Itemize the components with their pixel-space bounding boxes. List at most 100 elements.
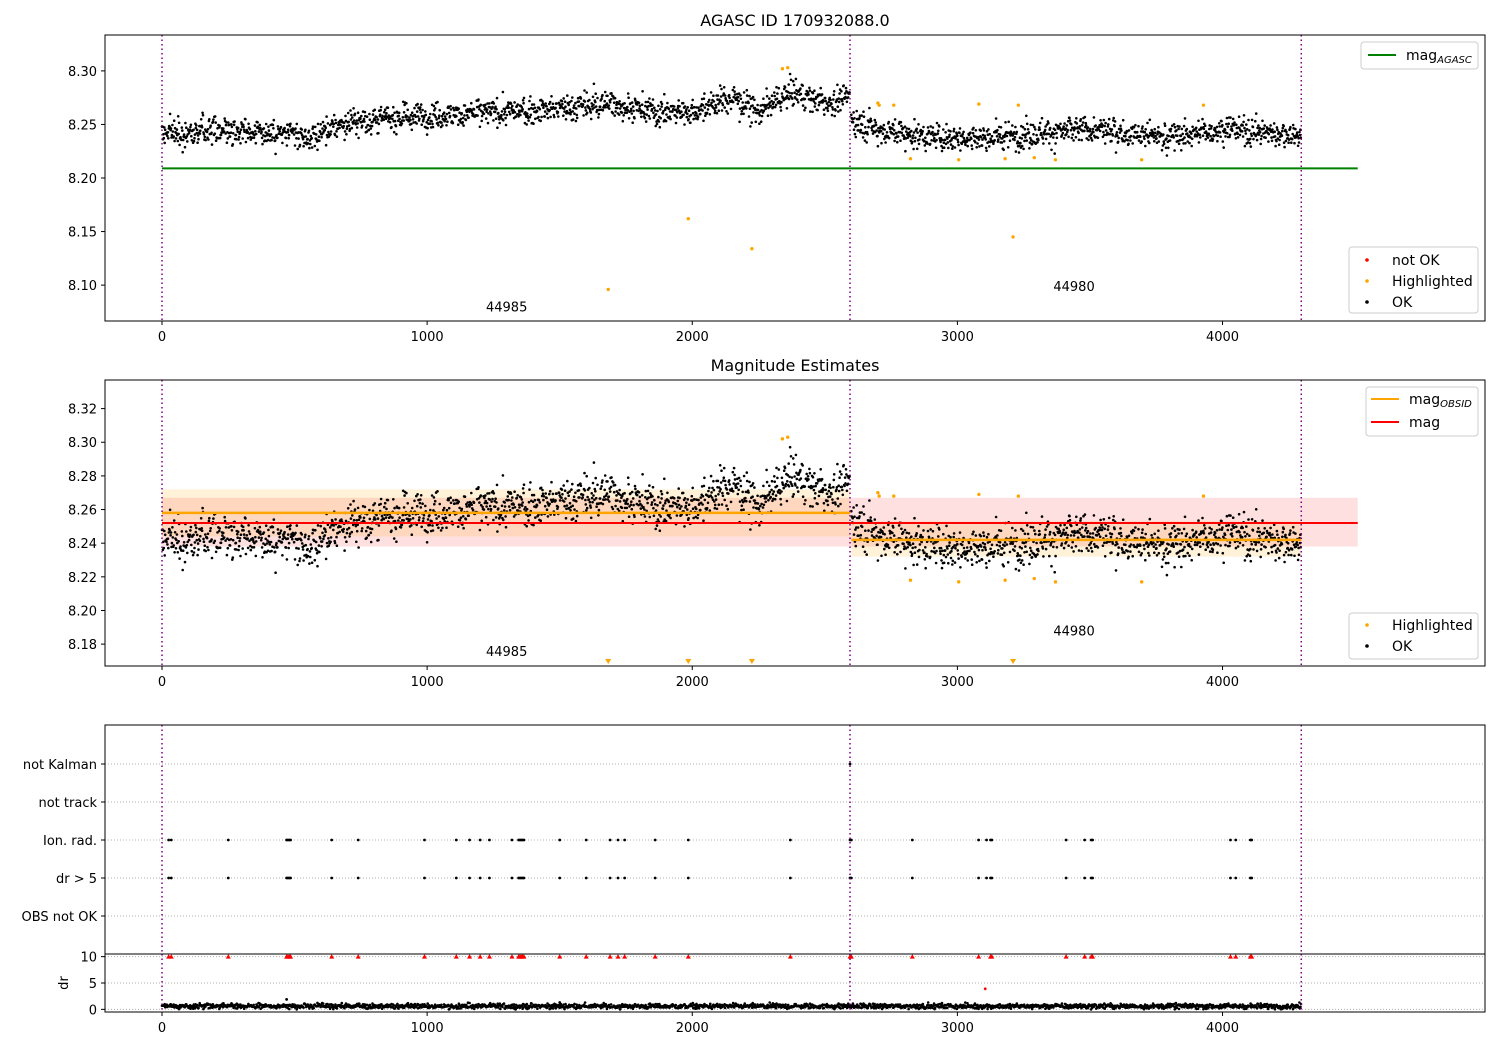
magnitude-ok-point xyxy=(1062,528,1065,532)
magnitude-ok-point xyxy=(1173,565,1176,569)
magnitude-ok-point xyxy=(659,490,663,493)
agasc-ok-point xyxy=(979,129,982,132)
agasc-ok-point xyxy=(776,92,779,95)
agasc-ok-point xyxy=(1272,122,1276,125)
agasc-ok-point xyxy=(192,128,195,132)
magnitude-ok-point xyxy=(905,531,909,535)
magnitude-ok-point xyxy=(502,509,506,512)
agasc-ok-point xyxy=(266,138,270,142)
agasc-ok-point xyxy=(598,105,602,108)
magnitude-ok-point xyxy=(996,552,1000,555)
agasc-ok-point xyxy=(391,117,394,121)
agasc-ok-point xyxy=(603,90,607,94)
agasc-ok-point xyxy=(471,112,475,116)
agasc-ok-point xyxy=(175,128,179,131)
agasc-ok-point xyxy=(478,108,481,111)
magnitude-ok-point xyxy=(557,491,561,495)
magnitude-ok-point xyxy=(529,481,532,484)
agasc-ok-point xyxy=(196,141,199,144)
magnitude-ok-point xyxy=(200,527,203,530)
magnitude-ok-point xyxy=(188,535,191,539)
agasc-ok-point xyxy=(461,121,465,124)
magnitude-ok-point xyxy=(571,517,575,520)
agasc-ok-point xyxy=(832,98,835,101)
agasc-ok-point xyxy=(750,121,753,124)
magnitude-ok-point xyxy=(264,524,268,527)
agasc-ok-point xyxy=(1036,141,1039,144)
agasc-ok-point xyxy=(451,121,455,125)
magnitude-ok-point xyxy=(772,490,776,493)
agasc-ok-point xyxy=(611,112,615,115)
agasc-ok-point xyxy=(329,130,333,133)
magnitude-ok-point xyxy=(300,533,304,536)
magnitude-ok-point xyxy=(793,475,796,478)
agasc-ok-point xyxy=(1153,139,1156,143)
magnitude-ok-point xyxy=(1208,550,1212,553)
agasc-ok-point xyxy=(739,97,743,101)
magnitude-ok-point xyxy=(324,530,328,534)
magnitude-ok-point xyxy=(495,501,498,504)
magnitude-ok-point xyxy=(705,506,709,510)
magnitude-ok-point xyxy=(630,500,633,504)
magnitude-ok-point xyxy=(230,525,233,528)
magnitude-ok-point xyxy=(713,503,717,507)
agasc-ok-point xyxy=(307,129,311,133)
agasc-ok-point xyxy=(205,130,209,134)
magnitude-ok-point xyxy=(803,485,807,488)
magnitude-ok-point xyxy=(959,566,962,569)
magnitude-ok-point xyxy=(1028,562,1031,566)
agasc-ok-point xyxy=(388,121,392,124)
agasc-ok-point xyxy=(725,110,728,113)
magnitude-ok-point xyxy=(840,473,843,476)
agasc-ok-point xyxy=(538,107,542,111)
agasc-ok-point xyxy=(617,113,621,116)
agasc-ok-point xyxy=(574,119,578,123)
magnitude-ok-point xyxy=(615,490,619,493)
magnitude-ok-point xyxy=(1220,528,1224,531)
magnitude-ok-point xyxy=(1024,545,1027,548)
agasc-highlighted-point xyxy=(1139,158,1144,162)
magnitude-ok-point xyxy=(488,492,491,495)
magnitude-ok-point xyxy=(643,515,647,518)
agasc-ok-point xyxy=(672,105,676,108)
agasc-ok-point xyxy=(371,113,375,116)
agasc-ok-point xyxy=(1226,125,1230,128)
magnitude-ok-point xyxy=(259,538,263,542)
agasc-ok-point xyxy=(233,120,236,123)
magnitude-ok-point xyxy=(512,503,515,506)
magnitude-ok-point xyxy=(322,537,325,541)
magnitude-ok-point xyxy=(223,515,226,519)
magnitude-ok-point xyxy=(727,479,731,482)
agasc-ok-point xyxy=(944,142,948,146)
magnitude-ok-point xyxy=(720,469,723,473)
agasc-ok-point xyxy=(1038,121,1042,125)
magnitude-ok-point xyxy=(1208,526,1211,530)
magnitude-ok-point xyxy=(982,534,986,538)
magnitude-ok-point xyxy=(325,541,329,545)
agasc-ok-point xyxy=(648,117,652,120)
agasc-ok-point xyxy=(1298,130,1301,134)
agasc-ok-point xyxy=(1080,123,1084,127)
magnitude-ok-point xyxy=(947,544,951,547)
magnitude-ok-point xyxy=(804,499,807,502)
agasc-ok-point xyxy=(1215,125,1219,129)
magnitude-ok-point xyxy=(288,527,292,531)
magnitude-ok-point xyxy=(487,507,490,511)
magnitude-ok-point xyxy=(191,553,195,557)
magnitude-ok-point xyxy=(1194,530,1198,533)
magnitude-ok-point xyxy=(539,486,543,490)
agasc-ok-point xyxy=(385,112,388,115)
agasc-ok-point xyxy=(1137,124,1140,128)
agasc-ok-point xyxy=(548,100,552,104)
magnitude-ok-point xyxy=(1226,528,1230,532)
magnitude-ok-point xyxy=(1212,543,1216,546)
agasc-ok-point xyxy=(1173,149,1176,152)
magnitude-ok-point xyxy=(266,539,269,542)
magnitude-ok-point xyxy=(591,481,595,485)
agasc-ok-point xyxy=(1168,139,1172,142)
magnitude-ok-point xyxy=(718,464,722,467)
agasc-ok-point xyxy=(620,111,624,114)
agasc-ok-point xyxy=(1228,135,1231,139)
agasc-ok-point xyxy=(378,113,382,116)
agasc-ok-point xyxy=(1241,124,1244,127)
